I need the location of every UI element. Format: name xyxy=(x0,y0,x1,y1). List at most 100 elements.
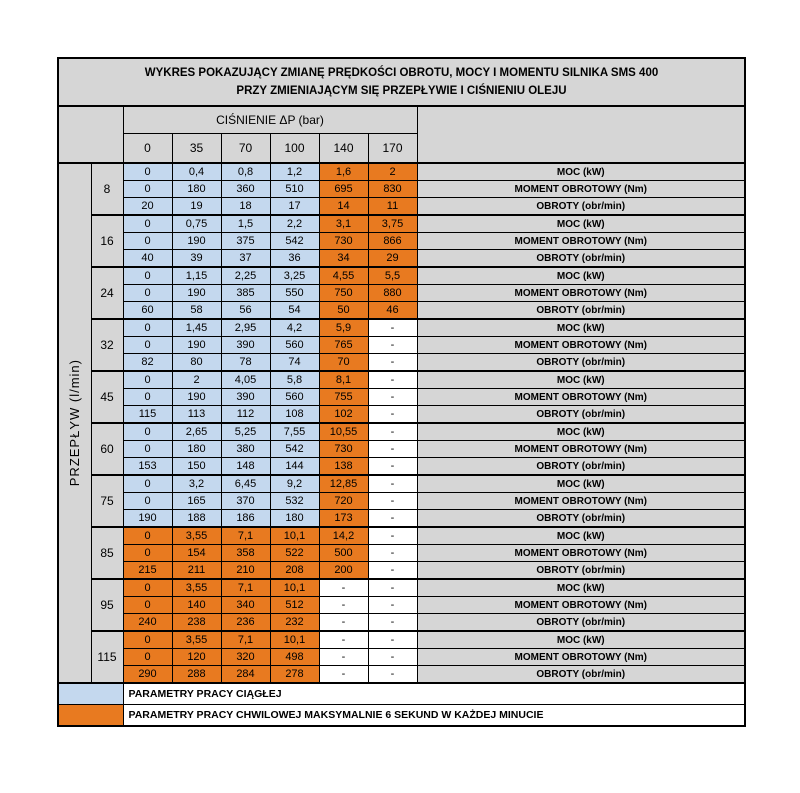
value-cell: - xyxy=(318,596,369,614)
value-cell: 288 xyxy=(171,665,222,684)
value-cell: 866 xyxy=(367,232,418,250)
value-cell: 3,55 xyxy=(171,630,222,649)
value-cell: 4,05 xyxy=(220,370,271,389)
value-cell: - xyxy=(367,336,418,354)
flow-row-header: 85 xyxy=(90,526,124,580)
value-cell: 56 xyxy=(220,301,271,320)
table-row: 95 0 3,55 7,1 10,1- - MOC (kW) xyxy=(58,578,746,632)
table-row: 0 190 385 550 750 880 MOMENT OBROTOWY (Nm) xyxy=(58,284,746,302)
pressure-col-header: 100 xyxy=(269,133,320,164)
pressure-axis-title: CIŚNIENIE ΔP (bar) xyxy=(122,105,418,134)
value-cell: 0,8 xyxy=(220,162,271,181)
value-cell: 3,55 xyxy=(171,578,222,597)
value-cell: - xyxy=(367,526,418,545)
table-row: 16 0 0,75 1,5 2,2 3,1 3,75 MOC (kW) xyxy=(58,214,746,268)
value-cell: 11 xyxy=(367,197,418,216)
value-cell: 0 xyxy=(122,180,173,198)
legend-row: PARAMETRY PRACY CIĄGŁEJ xyxy=(57,682,746,705)
flow-axis-title: PRZEPŁYW (l/min) xyxy=(67,359,83,487)
value-cell: 5,5 xyxy=(367,266,418,285)
value-cell: - xyxy=(318,613,369,632)
value-cell: 360 xyxy=(220,180,271,198)
value-cell: - xyxy=(367,665,418,684)
table-row: 0 190 390 560 765- MOMENT OBROTOWY (Nm) xyxy=(58,336,746,354)
row-unit-label: MOMENT OBROTOWY (Nm) xyxy=(416,492,746,510)
value-cell: 755 xyxy=(318,388,369,406)
value-cell: - xyxy=(367,492,418,510)
value-cell: 7,55 xyxy=(269,422,320,441)
value-cell: 2,25 xyxy=(220,266,271,285)
value-cell: 0 xyxy=(122,266,173,285)
value-cell: 5,8 xyxy=(269,370,320,389)
table-row: PRZEPŁYW (l/min) 8 0 0,4 0,8 1,2 1,6 2 MOC (kW) xyxy=(57,162,746,684)
value-cell: - xyxy=(367,353,418,372)
value-cell: 720 xyxy=(318,492,369,510)
value-cell: 550 xyxy=(269,284,320,302)
value-cell: 173 xyxy=(318,509,369,528)
value-cell: 240 xyxy=(122,613,173,632)
value-cell: 180 xyxy=(171,180,222,198)
value-cell: - xyxy=(367,630,418,649)
motor-parameters-table-wrap: WYKRES POKAZUJĄCY ZMIANĘ PRĘDKOŚCI OBROT… xyxy=(57,57,746,727)
value-cell: 498 xyxy=(269,648,320,666)
value-cell: - xyxy=(367,370,418,389)
value-cell: 3,2 xyxy=(171,474,222,493)
value-cell: 0 xyxy=(122,214,173,233)
table-row: 40 39 37 36 34 29 OBROTY (obr/min) xyxy=(58,249,746,268)
value-cell: 210 xyxy=(220,561,271,580)
value-cell: 512 xyxy=(269,596,320,614)
table-row: 0 154 358 522 500- MOMENT OBROTOWY (Nm) xyxy=(58,544,746,562)
value-cell: 236 xyxy=(220,613,271,632)
legend-swatch-momentary xyxy=(57,704,124,727)
value-cell: 74 xyxy=(269,353,320,372)
flow-axis-cell: PRZEPŁYW (l/min) xyxy=(57,162,92,684)
table-row: 290 288 284 278- - OBROTY (obr/min) xyxy=(58,665,746,684)
value-cell: 370 xyxy=(220,492,271,510)
row-unit-label: MOMENT OBROTOWY (Nm) xyxy=(416,648,746,666)
table-row: 0 180 360 510 695 830 MOMENT OBROTOWY (Nm) xyxy=(58,180,746,198)
value-cell: 4,55 xyxy=(318,266,369,285)
value-cell: - xyxy=(367,405,418,424)
value-cell: 0 xyxy=(122,648,173,666)
value-cell: - xyxy=(367,318,418,337)
value-cell: 180 xyxy=(171,440,222,458)
value-cell: 0,4 xyxy=(171,162,222,181)
value-cell: 20 xyxy=(122,197,173,216)
value-cell: 154 xyxy=(171,544,222,562)
value-cell: 17 xyxy=(269,197,320,216)
value-cell: 0 xyxy=(122,474,173,493)
value-cell: 190 xyxy=(171,388,222,406)
table-row: 0 190 390 560 755- MOMENT OBROTOWY (Nm) xyxy=(58,388,746,406)
value-cell: 7,1 xyxy=(220,578,271,597)
value-cell: 0 xyxy=(122,578,173,597)
value-cell: 153 xyxy=(122,457,173,476)
value-cell: 880 xyxy=(367,284,418,302)
value-cell: 5,9 xyxy=(318,318,369,337)
flow-row-header: 75 xyxy=(90,474,124,528)
value-cell: 1,45 xyxy=(171,318,222,337)
value-cell: - xyxy=(367,509,418,528)
value-cell: 730 xyxy=(318,232,369,250)
value-cell: 7,1 xyxy=(220,526,271,545)
value-cell: 532 xyxy=(269,492,320,510)
value-cell: 29 xyxy=(367,249,418,268)
value-cell: 215 xyxy=(122,561,173,580)
table-title-line1: WYKRES POKAZUJĄCY ZMIANĘ PRĘDKOŚCI OBROT… xyxy=(144,66,659,79)
value-cell: 113 xyxy=(171,405,222,424)
value-cell: - xyxy=(367,474,418,493)
value-cell: 278 xyxy=(269,665,320,684)
row-unit-label: OBROTY (obr/min) xyxy=(416,509,746,528)
row-unit-label: OBROTY (obr/min) xyxy=(416,665,746,684)
value-cell: 0 xyxy=(122,336,173,354)
value-cell: 10,55 xyxy=(318,422,369,441)
value-cell: 2,95 xyxy=(220,318,271,337)
table-row: 0 190 375 542 730 866 MOMENT OBROTOWY (Nm) xyxy=(58,232,746,250)
value-cell: 50 xyxy=(318,301,369,320)
value-cell: - xyxy=(367,388,418,406)
value-cell: 750 xyxy=(318,284,369,302)
value-cell: 2,2 xyxy=(269,214,320,233)
value-cell: 46 xyxy=(367,301,418,320)
row-unit-label: OBROTY (obr/min) xyxy=(416,249,746,268)
pressure-col-header: 35 xyxy=(171,133,222,164)
value-cell: 0 xyxy=(122,370,173,389)
